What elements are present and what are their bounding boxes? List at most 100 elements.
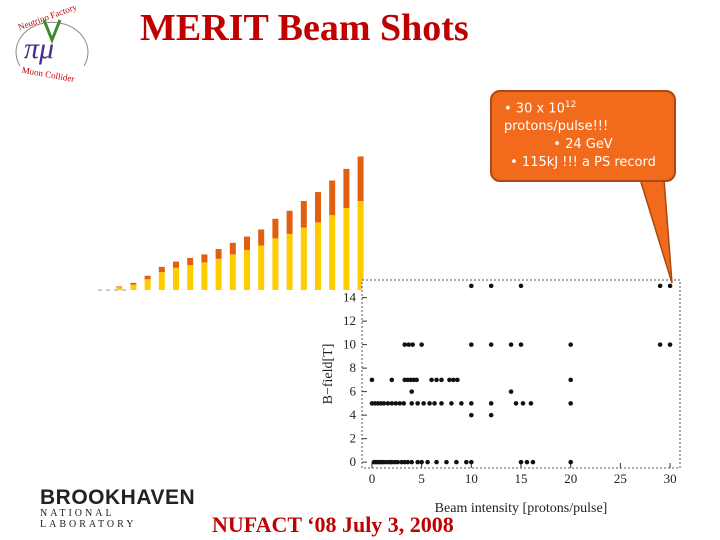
scatter-point [667,283,673,289]
bar-segment-yellow [329,215,336,290]
callout-line-3: • 24 GeV [553,137,613,153]
bar-segment-yellow [258,245,265,290]
scatter-point [455,377,460,383]
scatter-point [568,342,573,347]
logo-nu-mark [42,19,62,45]
slide-footer: NUFACT ‘08 July 3, 2008 [212,512,454,537]
bar-segment-orange [158,266,165,273]
scatter-point [469,283,474,289]
callout-line-4: • 115kJ !!! a PS record [510,155,656,171]
bar-segment-yellow [357,200,364,290]
x-tick-label: 5 [418,471,425,486]
scatter-point [518,342,524,347]
bar-segment-yellow [300,227,307,290]
scatter-point [369,377,375,383]
y-axis-label: B−field[T] [321,344,336,405]
bar-segment-yellow [244,249,250,290]
bar-segment-yellow [173,267,179,290]
y-tick-label: 14 [343,290,357,305]
bar-segment-orange [229,242,236,255]
scatter-point [439,377,444,383]
scatter-point [389,401,395,406]
scatter-point [469,412,474,418]
y-tick-label: 2 [350,431,357,446]
slide-title: MERIT Beam Shots [140,7,469,49]
scatter-point [419,459,424,465]
x-tick-label: 0 [369,471,376,486]
bar-segment-orange [315,192,321,223]
bar-segment-yellow [130,284,137,290]
bar-segment-orange [357,156,364,201]
scatter-point [520,401,526,406]
bar-segment-orange [286,210,293,234]
scatter-point [469,342,474,347]
bar-segment-orange [116,286,123,288]
bar-segment-orange [343,168,350,209]
scatter-point [667,342,673,347]
scatter-point [488,283,494,289]
neutrino-factory-logo: Neutrino Factory πμ Muon Collider [15,6,89,82]
scatter-point [432,401,437,406]
scatter-point [401,401,407,406]
bar-segment-orange [215,249,222,259]
scatter-point [385,401,391,406]
scatter-point [508,389,514,394]
brookhaven-subtitle: NATIONAL LABORATORY [40,508,137,530]
scatter-point [409,389,414,394]
scatter-point [568,459,573,465]
scatter-point [513,401,519,406]
y-tick-label: 0 [350,454,357,469]
bar-segment-yellow [229,254,236,290]
scatter-point [405,459,411,465]
scatter-point [488,401,494,406]
scatter-point [409,401,414,406]
scatter-point [434,459,439,465]
scatter-point [414,377,419,383]
scatter-point [488,342,494,347]
scatter-point [427,401,432,406]
bar-segment-yellow [315,222,321,290]
scatter-point [508,342,514,347]
x-tick-label: 25 [614,471,627,486]
scatter-point [439,401,444,406]
scatter-point [381,401,387,406]
scatter-point [409,459,414,465]
bar-segment-yellow [201,262,208,290]
bar-segment-orange [130,282,137,285]
bar-segment-orange [201,254,208,263]
scatter-point [530,459,536,465]
scatter-point [449,401,454,406]
bar-segment-orange [144,275,151,280]
bar-segment-orange [272,218,279,239]
bar-segment-yellow [215,258,222,290]
callout-line-1: • 30 x 1012 [504,100,577,117]
bar-segment-orange [258,229,265,246]
y-tick-label: 8 [350,360,357,375]
x-tick-label: 15 [515,471,528,486]
scatter-point [415,459,420,465]
brookhaven-logo: BROOKHAVEN NATIONAL LABORATORY [40,486,200,530]
scatter-point [444,459,449,465]
bar-segment-orange [329,180,336,216]
bar-segment-yellow [343,208,350,290]
scatter-point [410,342,415,347]
scatter-point [657,283,663,289]
scatter-point [395,459,401,465]
scatter-point [406,342,412,347]
scatter-point [389,377,395,383]
plot-frame [361,279,681,469]
bar-segment-yellow [158,272,165,290]
bar-segment-orange [173,261,179,268]
callout-box: • 30 x 1012 protons/pulse!!! • 24 GeV • … [490,90,676,182]
scatter-point [397,401,403,406]
scatter-point [415,401,420,406]
scatter-point [518,283,524,289]
logo-bottom-text: Muon Collider [21,65,75,82]
scatter-point [402,342,408,347]
scatter-point [451,377,456,383]
x-axis-label: Beam intensity [protons/pulse] [435,501,608,516]
scatter-point [464,459,469,465]
scatter-point [454,459,459,465]
scatter-point [429,377,434,383]
y-tick-label: 4 [350,407,357,422]
